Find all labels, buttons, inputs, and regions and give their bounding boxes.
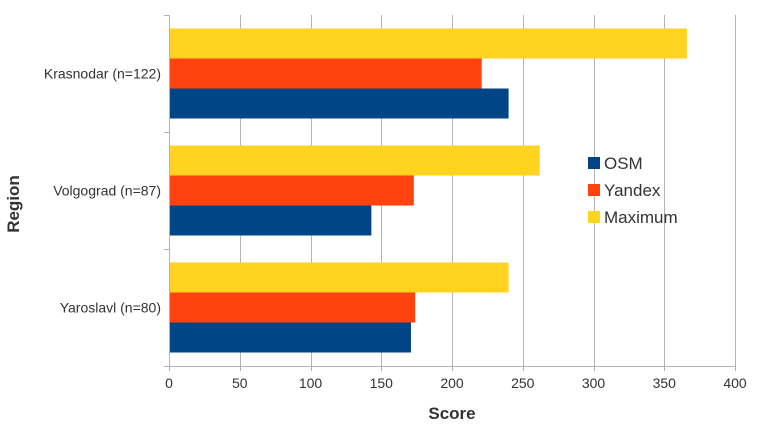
x-tick-label-50: 50 [232, 375, 248, 391]
legend-label-osm: OSM [604, 154, 643, 173]
bar-yandex-2 [169, 292, 416, 323]
x-tick-label-0: 0 [165, 375, 173, 391]
category-label-0: Krasnodar (n=122) [44, 66, 161, 82]
x-tick-label-200: 200 [440, 375, 464, 391]
category-label-2: Yaroslavl (n=80) [60, 300, 161, 316]
x-tick-label-250: 250 [511, 375, 535, 391]
bar-maximum-1 [169, 145, 540, 176]
legend-label-yandex: Yandex [604, 181, 661, 200]
legend-swatch-maximum [588, 211, 600, 223]
bar-yandex-1 [169, 175, 414, 206]
legend-label-maximum: Maximum [604, 208, 678, 227]
x-tick-label-300: 300 [582, 375, 606, 391]
bar-maximum-2 [169, 262, 509, 293]
bar-yandex-0 [169, 58, 482, 89]
x-tick-label-150: 150 [370, 375, 394, 391]
bar-osm-0 [169, 88, 509, 119]
bar-maximum-0 [169, 28, 687, 59]
bars [169, 28, 687, 353]
axes [164, 15, 736, 371]
legend-swatch-yandex [588, 184, 600, 196]
x-tick-label-100: 100 [299, 375, 323, 391]
category-label-1: Volgograd (n=87) [53, 183, 161, 199]
y-axis-title: Region [4, 175, 23, 233]
x-tick-label-400: 400 [723, 375, 747, 391]
category-labels: Krasnodar (n=122) Volgograd (n=87) Yarosla… [44, 66, 161, 316]
bar-osm-2 [169, 322, 411, 353]
x-tick-label-350: 350 [653, 375, 677, 391]
legend: OSM Yandex Maximum [588, 154, 678, 227]
legend-swatch-osm [588, 157, 600, 169]
x-axis-title: Score [428, 404, 475, 423]
bar-osm-1 [169, 205, 372, 236]
x-tick-labels: 0 50 100 150 200 250 300 350 400 [165, 375, 747, 391]
